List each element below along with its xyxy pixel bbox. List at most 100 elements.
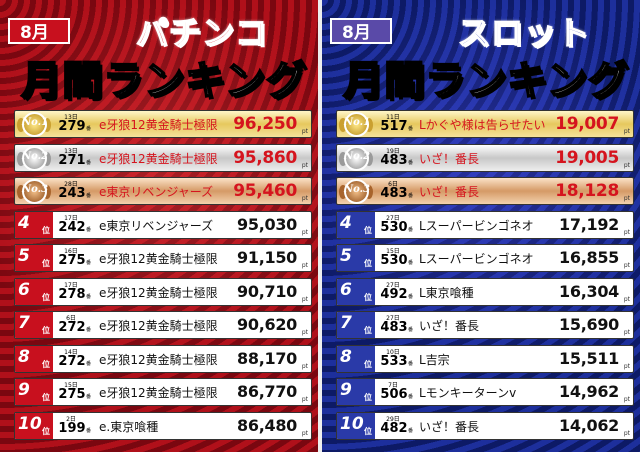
point-unit: pt — [301, 228, 308, 236]
day-label: 6日 — [66, 315, 76, 322]
medal-ring — [344, 145, 369, 171]
ranking-title: 月間ランキング — [20, 57, 307, 105]
rank-medal-icon: No.3 — [17, 179, 51, 204]
date-machine: 6日 272 番 — [57, 312, 97, 338]
ranking-row: 5 位 15日 530 番 Lスーパービンゴネオ 16,855 pt — [336, 244, 634, 272]
machine-name: Lスーパービンゴネオ — [419, 218, 534, 233]
machine-unit: 番 — [85, 193, 91, 199]
ranking-row: No.1 13日 279 番 e牙狼12黄金騎士極限 96,250 pt — [14, 110, 312, 138]
medal-ring — [344, 112, 369, 137]
machine-name: e牙狼12黄金騎士極限 — [99, 319, 218, 333]
date-machine: 17日 242 番 — [57, 212, 97, 238]
medal-rank-label: No.2 — [22, 150, 49, 162]
machine-number: 199 — [58, 420, 86, 436]
rank-unit: 位 — [42, 259, 50, 268]
ranking-row: 10 位 29日 482 番いざ！番長 14,062 pt — [336, 411, 634, 440]
rank-unit: 位 — [364, 225, 372, 235]
laurel-left-icon — [339, 118, 347, 132]
ranking-row: No.3 28日 243 番 e東京リベンジャーズ 95,460 pt — [14, 177, 312, 205]
machine-name: いざ！番長 — [419, 185, 480, 199]
rank-number: 6 — [340, 279, 352, 300]
panel-divider — [318, 0, 322, 452]
rank-unit: 位 — [42, 393, 50, 402]
machine-name: Lスーパービンゴネオ — [419, 252, 534, 266]
machine-unit: 番 — [85, 394, 91, 400]
machine-number: 243 — [58, 186, 86, 201]
rank-medal-icon: No.1 — [17, 112, 51, 137]
date-machine: 7日 506 番 — [379, 379, 419, 405]
machine-unit: 番 — [85, 427, 91, 434]
point-unit: pt — [301, 329, 308, 336]
day-label: 7日 — [388, 382, 398, 389]
ranking-list: No.1 11日 517 番 Lかぐや様は告らせたい 19,007 pt No.2 19日 483… — [336, 110, 634, 445]
date-machine: 14日 272 番 — [57, 346, 97, 372]
day-label: 13日 — [64, 147, 78, 155]
point-unit: pt — [623, 262, 630, 269]
point-amount: 15,690 — [559, 315, 619, 334]
point-unit: pt — [623, 195, 630, 202]
day-label: 13日 — [64, 114, 78, 121]
ranking-row: 8 位 14日 272 番 e牙狼12黄金騎士極限 88,170 pt — [14, 344, 312, 373]
machine-number: 533 — [380, 353, 408, 369]
medal-ring — [344, 179, 369, 204]
ranking-row: No.2 13日 271 番 e牙狼12黄金騎士極限 95,860 pt — [14, 143, 312, 172]
rank-number: 6 — [18, 279, 30, 300]
rank-unit: 位 — [364, 393, 372, 402]
point-unit: pt — [301, 362, 308, 370]
point-amount: 90,620 — [237, 315, 297, 334]
ranking-row: 5 位 16日 275 番 e牙狼12黄金騎士極限 91,150 pt — [14, 244, 312, 272]
rank-unit: 位 — [42, 326, 50, 335]
machine-name: e牙狼12黄金騎士極限 — [99, 285, 218, 300]
laurel-left-icon — [339, 151, 347, 166]
date-machine: 15日 275 番 — [57, 379, 97, 405]
point-unit: pt — [623, 228, 630, 236]
ranking-row: 8 位 10日 533 番 L吉宗 15,511 pt — [336, 344, 634, 373]
medal-rank-label: No.1 — [22, 117, 49, 128]
medal-ring — [22, 145, 47, 171]
point-amount: 16,304 — [559, 281, 619, 301]
machine-number: 483 — [380, 320, 408, 335]
rank-unit: 位 — [364, 292, 372, 302]
machine-number: 275 — [58, 387, 86, 402]
laurel-right-icon — [43, 118, 51, 132]
day-label: 28日 — [64, 181, 78, 188]
medal-rank-label: No.1 — [344, 117, 371, 128]
medal-ring — [22, 112, 47, 137]
ranking-row: 6 位 17日 278 番 e牙狼12黄金騎士極限 90,710 pt — [14, 277, 312, 306]
point-amount: 18,128 — [555, 181, 619, 201]
point-amount: 86,770 — [237, 382, 297, 401]
rank-number: 10 — [18, 413, 42, 434]
machine-name: e.東京喰種 — [99, 419, 159, 434]
slot-panel: 8月 スロット 月間ランキング No.1 11日 517 番 Lかぐや様は告らせたい 19… — [322, 0, 640, 452]
point-amount: 90,710 — [237, 281, 297, 301]
day-label: 27日 — [386, 214, 400, 222]
rank-unit: 位 — [364, 326, 372, 335]
machine-unit: 番 — [85, 260, 91, 266]
machine-name: いざ！番長 — [419, 419, 480, 434]
point-unit: pt — [623, 161, 630, 169]
point-unit: pt — [301, 396, 308, 403]
day-label: 2日 — [66, 415, 76, 423]
machine-number: 517 — [380, 119, 408, 134]
rank-number: 7 — [340, 313, 352, 333]
day-label: 6日 — [388, 181, 398, 188]
date-machine: 2日 199 番 — [57, 413, 97, 439]
pachinko-panel: 8月 パチンコ 月間ランキング No.1 13日 279 番 e牙狼12黄金騎士極限 96… — [0, 0, 318, 452]
medal-rank-label: No.3 — [344, 184, 371, 195]
rank-badge: 10 位 — [337, 412, 375, 439]
month-badge: 8月 — [330, 18, 392, 44]
machine-number: 275 — [58, 253, 86, 268]
ranking-row: 7 位 6日 272 番 e牙狼12黄金騎士極限 90,620 pt — [14, 311, 312, 339]
machine-number: 242 — [58, 219, 86, 235]
rank-unit: 位 — [364, 426, 372, 436]
point-unit: pt — [301, 128, 308, 135]
medal-ring — [22, 179, 47, 204]
point-amount: 14,962 — [559, 382, 619, 401]
machine-name: e牙狼12黄金騎士極限 — [99, 118, 218, 132]
day-label: 27日 — [386, 315, 400, 322]
ranking-row: 4 位 17日 242 番 e東京リベンジャーズ 95,030 pt — [14, 210, 312, 239]
